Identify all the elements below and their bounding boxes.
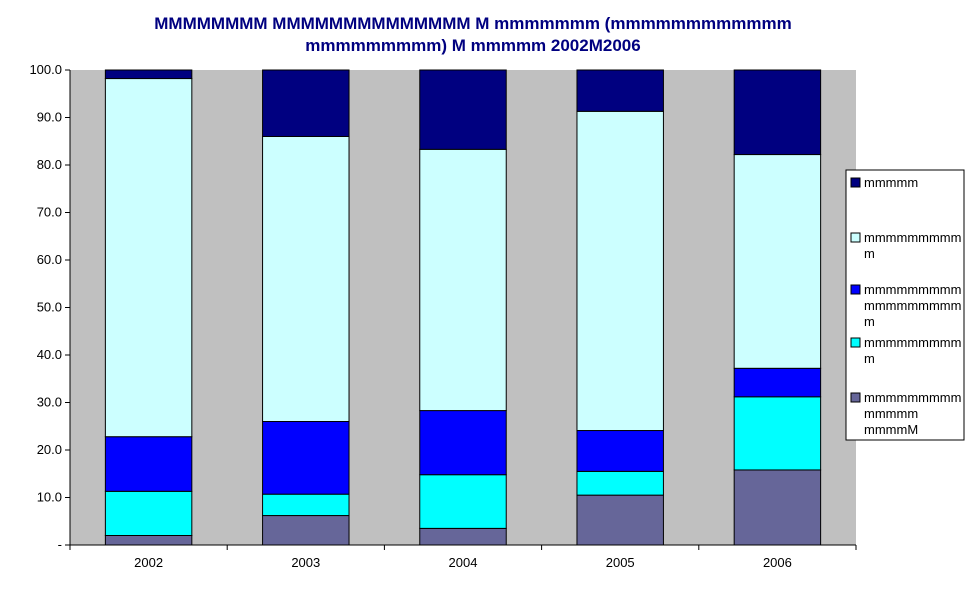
legend-label: m — [864, 246, 875, 261]
legend-box — [845, 169, 965, 441]
legend-label: mmmmmmmmm — [864, 298, 961, 313]
x-tick-label: 2003 — [291, 555, 320, 570]
legend-label: mmmmmmmmm — [864, 282, 961, 297]
legend-swatch — [850, 177, 861, 188]
legend-label: mmmmmmmmm — [864, 390, 961, 405]
y-tick-label: - — [58, 537, 62, 552]
x-tick-label: 2004 — [449, 555, 478, 570]
y-tick-label: 30.0 — [37, 395, 62, 410]
bar-2006-series-2 — [733, 367, 822, 398]
bar-2004-series-2 — [419, 410, 507, 476]
bar-2005-series-1 — [576, 470, 664, 496]
legend-swatch — [850, 232, 861, 243]
bar-2004-series-0 — [419, 527, 507, 546]
bar-2003-series-4 — [262, 69, 350, 137]
bar-2002-series-2 — [104, 436, 193, 492]
x-ticks-group: 2002 2003 2004 2005 2006 — [69, 545, 857, 570]
y-tick-label: 60.0 — [37, 252, 62, 267]
y-tick-label: 80.0 — [37, 157, 62, 172]
legend-label: mmmmM — [864, 422, 918, 437]
x-tick-label: 2005 — [606, 555, 635, 570]
bar-2005-series-0 — [576, 494, 664, 546]
legend-label: mmmmm — [864, 406, 918, 421]
y-tick-label: 10.0 — [37, 490, 62, 505]
legend-items: mmmmmmmmmmmmmmmmmmmmmmmmmmmmmmmmmmmmmmmm… — [850, 175, 961, 437]
chart-title-line-1: MMMMMMMM MMMMMMMMMMMMMM M mmmmmmm (mmmmm… — [154, 14, 791, 33]
y-ticks-group: - 10.0 20.0 30.0 40.0 50.0 60.0 70.0 80.0 90.0 100… — [29, 62, 70, 552]
bar-2006-series-4 — [733, 69, 822, 156]
bar-2003-series-2 — [262, 421, 350, 495]
bar-2006-series-0 — [733, 469, 822, 546]
bar-2002-series-1 — [104, 490, 193, 537]
bar-2002-series-3 — [104, 78, 193, 438]
bar-2002-series-4 — [104, 69, 193, 80]
y-tick-label: 20.0 — [37, 442, 62, 457]
x-tick-label: 2002 — [134, 555, 163, 570]
y-tick-label: 90.0 — [37, 110, 62, 125]
bar-2004-series-1 — [419, 474, 507, 529]
legend-label: m — [864, 351, 875, 366]
bar-2005-series-3 — [576, 110, 664, 432]
legend-label: mmmmmmmmm — [864, 230, 961, 245]
bar-2003-series-3 — [262, 136, 350, 422]
bar-2003-series-0 — [262, 515, 350, 546]
chart-title-line-2: mmmmmmmmm) M mmmmm 2002M2006 — [305, 36, 640, 55]
bar-2006-series-1 — [733, 396, 822, 471]
bar-2002-series-0 — [104, 535, 193, 546]
legend: mmmmmmmmmmmmmmmmmmmmmmmmmmmmmmmmmmmmmmmm… — [845, 169, 965, 441]
bar-2005-series-2 — [576, 430, 664, 472]
y-tick-label: 70.0 — [37, 205, 62, 220]
legend-swatch — [850, 392, 861, 403]
y-tick-label: 50.0 — [37, 300, 62, 315]
bar-2003-series-1 — [262, 493, 350, 517]
legend-swatch — [850, 284, 861, 295]
bar-2006-series-3 — [733, 154, 822, 369]
y-tick-label: 100.0 — [29, 62, 62, 77]
bar-2004-series-4 — [419, 69, 507, 150]
y-tick-label: 40.0 — [37, 347, 62, 362]
x-tick-label: 2006 — [763, 555, 792, 570]
bar-2004-series-3 — [419, 148, 507, 412]
legend-label: mmmmmmmmm — [864, 335, 961, 350]
legend-label: m — [864, 314, 875, 329]
bars-group — [104, 69, 822, 546]
legend-swatch — [850, 337, 861, 348]
legend-label: mmmmm — [864, 175, 918, 190]
bar-2005-series-4 — [576, 69, 664, 112]
